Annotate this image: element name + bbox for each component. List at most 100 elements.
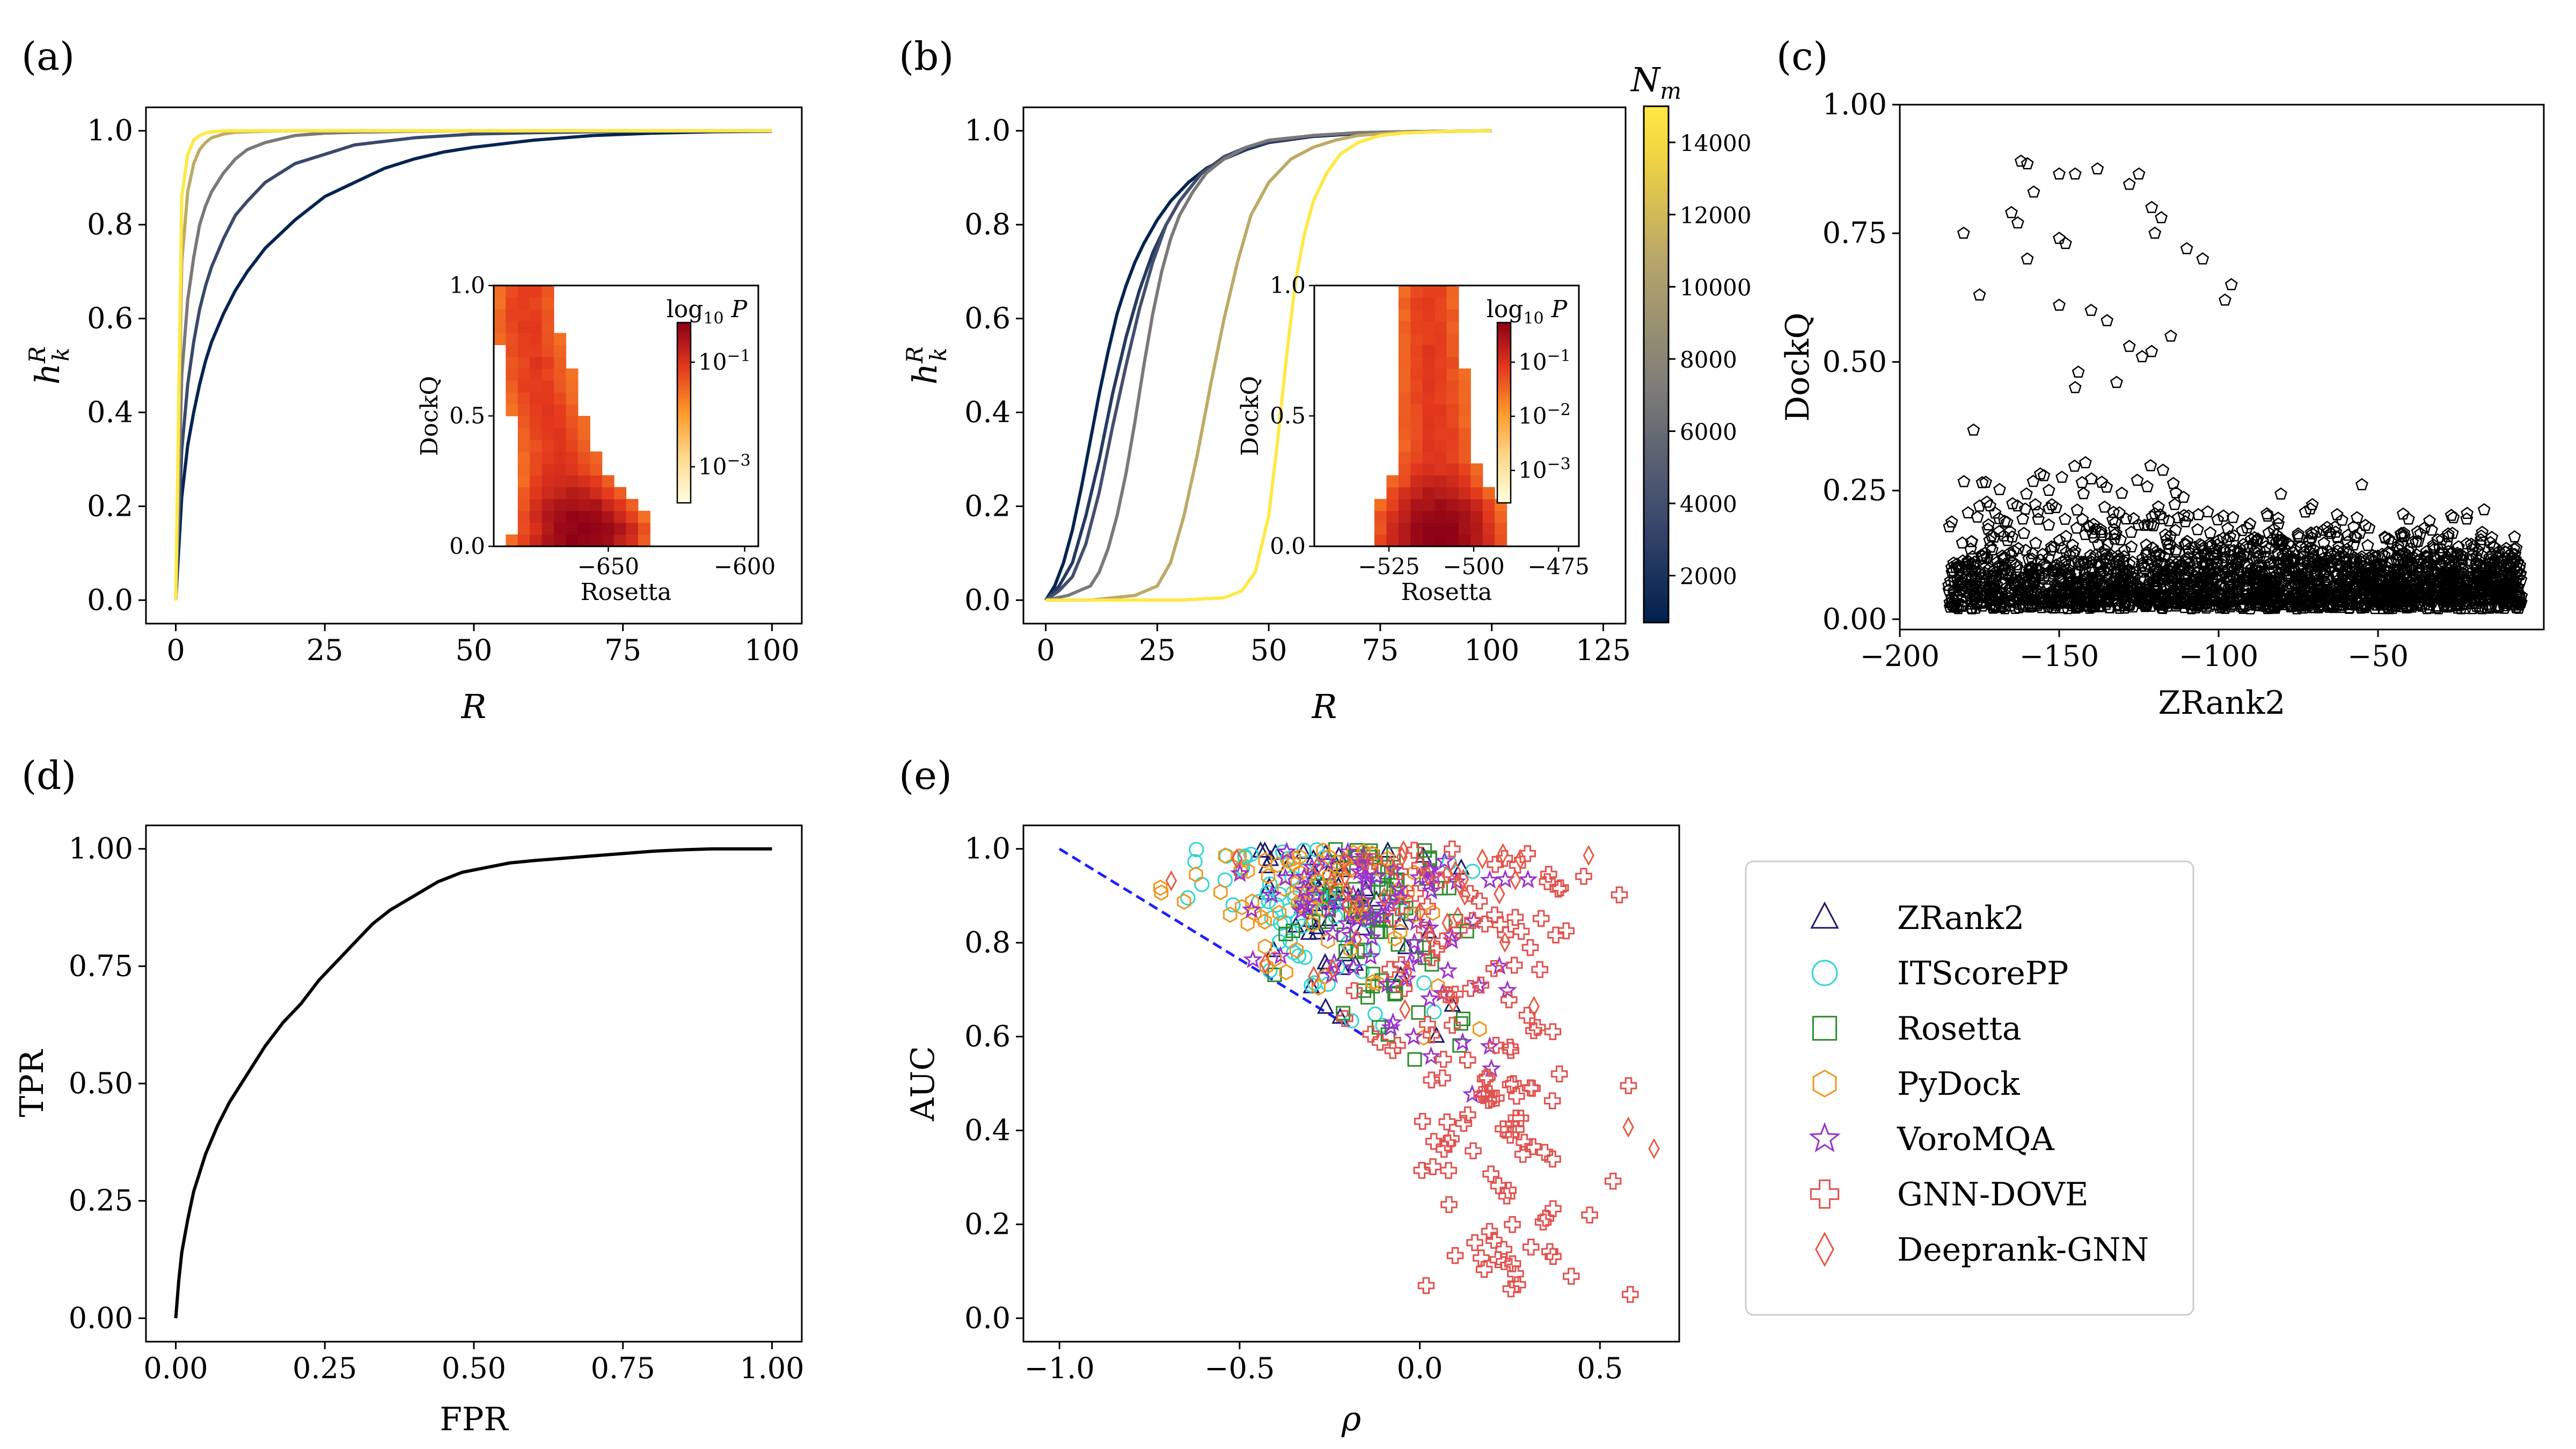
panel-b-inset-heat-cell [1422, 404, 1435, 416]
panel-d-xtick-label: 0.75 [591, 1351, 655, 1385]
panel-b-inset-heat-cell [1422, 286, 1435, 298]
panel-e-point-gnn-dove [1473, 1086, 1490, 1103]
panel-e-ytick-label: 0.2 [964, 1207, 1011, 1241]
panel-e-point-gnn-dove [1479, 1069, 1496, 1086]
panel-b-inset-heat-cell [1410, 380, 1423, 393]
panel-c-point [2423, 570, 2435, 582]
panel-a-inset-heat-cell [554, 463, 566, 476]
panel-a-ylabel-h: h [28, 363, 67, 385]
panel-c-point [2107, 584, 2121, 597]
panel-e-point-gnn-dove [1508, 1087, 1525, 1105]
panel-c-point [2353, 590, 2367, 602]
panel-c-point [2021, 252, 2034, 265]
panel-b-inset-heat-cell [1446, 428, 1459, 440]
panel-c-point [2356, 601, 2369, 613]
panel-c-point [1952, 561, 1966, 574]
panel-b-inset-heat-cell [1435, 392, 1447, 405]
panel-e-point-gnn-dove [1541, 1243, 1558, 1260]
panel-e-point-voromqa [1243, 949, 1263, 969]
panel-e-point-voromqa [1241, 899, 1262, 919]
panel-a-inset-xlabel: Rosetta [581, 579, 672, 606]
panel-c-point [2093, 600, 2106, 613]
panel-e-point-gnn-dove [1486, 906, 1503, 924]
panel-a-inset-heat-cell [530, 499, 543, 511]
panel-c-point [2089, 570, 2102, 583]
panel-c-point [2336, 513, 2348, 526]
legend-marker-deeprank-gnn [1815, 1232, 1834, 1267]
panel-b-inset-heat-cell [1398, 522, 1411, 535]
panel-c-point [1942, 579, 1955, 591]
panel-c-point [2330, 599, 2344, 612]
panel-e-point-gnn-dove [1525, 1022, 1542, 1040]
panel-c-point [2098, 500, 2111, 513]
panel-c-ytick-label: 0.75 [1823, 216, 1887, 250]
panel-e-point-gnn-dove [1575, 868, 1592, 885]
panel-b-xtick-label: 25 [1139, 633, 1176, 667]
panel-a-inset-heat-cell [554, 333, 566, 346]
panel-e-point-voromqa [1356, 870, 1377, 889]
panel-c-chart: −200 −150 −100 −50 0.00 0.25 0.50 0.75 1.00 ZRank… [1779, 87, 2545, 722]
panel-e-point-voromqa [1323, 923, 1343, 942]
panel-a-inset-heat-cell [638, 522, 650, 535]
panel-c-point [2154, 597, 2168, 610]
panel-c-point [2194, 550, 2207, 562]
panel-c-point [2300, 580, 2313, 592]
panel-e-point-voromqa [1294, 867, 1314, 886]
panel-c-point [2364, 553, 2377, 566]
panel-e-point-gnn-dove [1481, 1085, 1498, 1102]
panel-e-point-pydock [1289, 942, 1304, 958]
panel-a-inset-heat-cell [530, 297, 543, 310]
panel-e-point-gnn-dove [1384, 910, 1401, 927]
panel-e-point-itscorepp [1284, 870, 1300, 886]
panel-e-point-voromqa [1480, 1036, 1500, 1055]
panel-c-point [1990, 555, 2004, 568]
panel-e-point-gnn-dove [1423, 949, 1440, 967]
nm-colorbar-tick-label: 8000 [1680, 347, 1737, 373]
panel-c-point [2219, 293, 2231, 306]
panel-c-point [2215, 569, 2228, 582]
panel-a-inset-heat-cell [506, 333, 518, 346]
panel-c-point [2250, 598, 2263, 611]
panel-c-point [2361, 539, 2374, 551]
panel-a-ytick-label: 0.2 [87, 489, 133, 523]
panel-c-point [2433, 541, 2446, 554]
panel-c-point [2229, 559, 2243, 571]
panel-b-inset-heat-cell [1410, 499, 1423, 511]
panel-a-inset-heat-cell [541, 499, 554, 511]
panel-c-point [2475, 588, 2489, 601]
panel-e-point-gnn-dove [1419, 1015, 1436, 1033]
panel-b-inset-heat-cell [1446, 321, 1459, 333]
panel-e-point-gnn-dove [1514, 1146, 1532, 1163]
panel-c-point [2451, 595, 2465, 608]
panel-e-point-voromqa [1306, 884, 1326, 904]
panel-d-chart: 0.00 0.25 0.50 0.75 1.00 0.00 0.25 0.50 0.75 1.00… [13, 824, 804, 1438]
panel-a-inset-heat-cell [614, 499, 627, 511]
panel-c-point [2442, 530, 2455, 543]
panel-e-point-deeprank-gnn [1441, 864, 1453, 885]
panel-e-point-deeprank-gnn [1397, 840, 1409, 861]
panel-a-inset-heat-cell [541, 428, 554, 440]
panel-b-inset-heat-cell [1435, 510, 1447, 523]
panel-c-point [2078, 567, 2091, 580]
panel-e-point-gnn-dove [1464, 912, 1481, 929]
panel-c-point [2259, 551, 2273, 564]
panel-e-point-gnn-dove [1544, 1023, 1562, 1041]
panel-c-point [2147, 519, 2160, 532]
panel-c-point [2118, 544, 2131, 556]
panel-c-point [2339, 553, 2352, 566]
panel-c-point [2511, 565, 2524, 577]
panel-e-ytick-label: 1.0 [964, 832, 1011, 866]
panel-c-point [2068, 380, 2082, 393]
panel-e-point-deeprank-gnn [1457, 869, 1469, 890]
panel-c-point [2476, 525, 2489, 538]
panel-b-inset-heat-cell [1470, 487, 1483, 500]
panel-c-point [2287, 546, 2300, 559]
panel-c-point [2016, 600, 2029, 613]
panel-b-inset-heat-cell [1422, 392, 1435, 405]
panel-c-point [2355, 478, 2368, 491]
nm-colorbar-tick-label: 4000 [1680, 491, 1737, 517]
panel-c-point [2167, 477, 2180, 489]
panel-a-xtick-label: 25 [306, 633, 343, 667]
panel-e-point-voromqa [1302, 857, 1322, 876]
panel-b-inset-heat-cell [1446, 309, 1459, 321]
